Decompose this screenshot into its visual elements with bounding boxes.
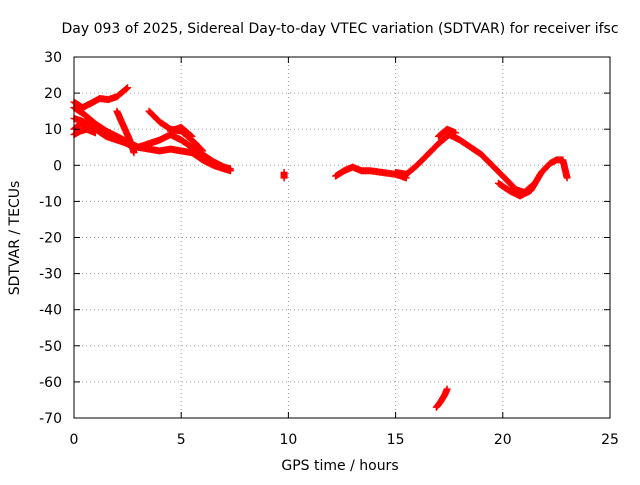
x-tick-label: 20: [494, 432, 512, 448]
data-point: [187, 132, 195, 140]
data-track: [113, 107, 138, 157]
y-tick-label: 30: [44, 50, 62, 66]
y-tick-label: -20: [39, 231, 62, 247]
data-point: [563, 174, 571, 182]
chart-title: Day 093 of 2025, Sidereal Day-to-day VTE…: [61, 21, 618, 37]
x-tick-label: 5: [177, 432, 186, 448]
data-point: [199, 147, 207, 155]
x-tick-label: 25: [601, 432, 619, 448]
data-point: [443, 385, 451, 393]
x-tick-label: 0: [70, 432, 79, 448]
data-point: [91, 129, 99, 137]
y-tick-label: 10: [44, 122, 62, 138]
data-point: [124, 84, 132, 92]
x-tick-label: 10: [279, 432, 297, 448]
data-track: [70, 84, 132, 111]
data-track: [280, 169, 288, 182]
tick-layer: 0 5 10 15 20 25 -70 -60 -50 -40 -30 -20 -10 0 10 20 30: [39, 50, 619, 448]
data-track: [510, 179, 539, 196]
data-point: [123, 85, 131, 92]
y-tick-label: -70: [39, 411, 62, 427]
x-tick-label: 15: [387, 432, 405, 448]
y-tick-label: 0: [53, 158, 62, 174]
x-axis-label: GPS time / hours: [281, 458, 398, 474]
data-point: [530, 180, 538, 188]
y-tick-label: 20: [44, 86, 62, 102]
data-point: [452, 129, 460, 137]
y-tick-label: -30: [39, 267, 62, 283]
data-layer: [70, 84, 571, 411]
y-tick-label: -10: [39, 194, 62, 210]
data-track: [70, 125, 99, 139]
data-point: [130, 149, 138, 157]
data-point: [188, 132, 196, 140]
data-point: [531, 179, 539, 187]
y-tick-label: -60: [39, 375, 62, 391]
data-point: [280, 174, 288, 182]
y-axis-label: SDTVAR / TECUs: [7, 181, 23, 296]
data-track: [432, 385, 451, 411]
data-track: [167, 123, 196, 140]
data-point: [198, 146, 206, 154]
data-track: [435, 125, 460, 140]
data-point: [227, 165, 234, 173]
grid-layer: [74, 57, 610, 418]
y-tick-label: -40: [39, 303, 62, 319]
y-tick-label: -50: [39, 339, 62, 355]
